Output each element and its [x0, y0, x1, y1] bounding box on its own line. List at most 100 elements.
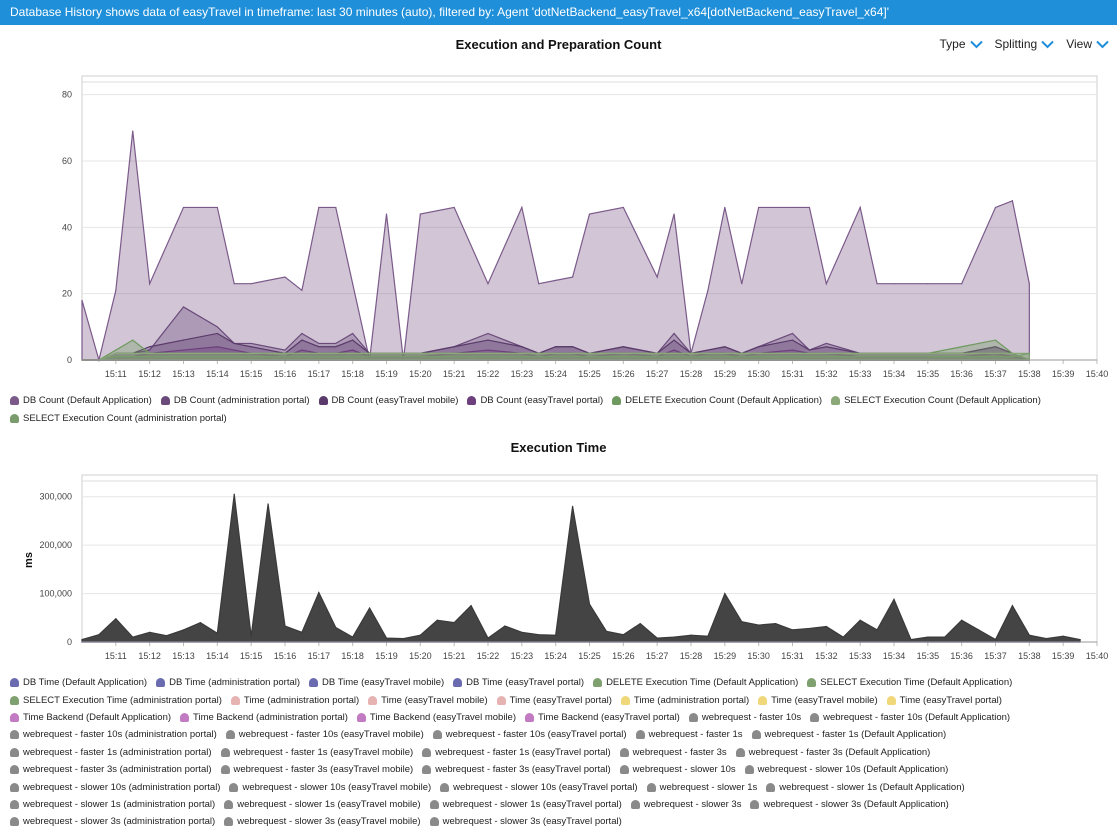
legend-item[interactable]: webrequest - slower 3s (Default Applicat…: [750, 799, 949, 810]
legend-item[interactable]: webrequest - slower 3s (easyTravel mobil…: [224, 816, 421, 827]
legend-item[interactable]: DELETE Execution Time (Default Applicati…: [593, 677, 798, 688]
legend-marker-icon: [440, 782, 450, 792]
x-tick-label: 15:36: [950, 369, 973, 379]
type-menu-button[interactable]: Type: [939, 37, 983, 51]
legend-item[interactable]: Time Backend (easyTravel mobile): [356, 712, 516, 723]
data-point: [318, 346, 320, 348]
legend-item[interactable]: webrequest - faster 10s (easyTravel mobi…: [225, 729, 424, 740]
data-point: [791, 206, 794, 209]
x-tick-label: 15:12: [138, 369, 161, 379]
legend-item[interactable]: webrequest - faster 3s (easyTravel porta…: [422, 764, 611, 775]
data-point: [656, 637, 658, 639]
data-point: [571, 346, 574, 348]
legend-item[interactable]: SELECT Execution Time (Default Applicati…: [807, 677, 1012, 688]
x-tick-label: 15:26: [612, 369, 635, 379]
legend-item[interactable]: webrequest - slower 10s (Default Applica…: [744, 764, 948, 775]
legend-item[interactable]: webrequest - faster 3s (administration p…: [10, 764, 212, 775]
data-point: [504, 625, 506, 627]
legend-item[interactable]: SELECT Execution Count (administration p…: [10, 413, 227, 424]
splitting-menu-button[interactable]: Splitting: [995, 37, 1055, 51]
legend-item[interactable]: SELECT Execution Count (Default Applicat…: [831, 395, 1041, 406]
data-point: [216, 326, 218, 328]
data-point: [825, 352, 827, 354]
legend-item[interactable]: Time (easyTravel mobile): [368, 695, 488, 706]
data-point: [741, 621, 743, 623]
legend-item[interactable]: webrequest - faster 1s (Default Applicat…: [751, 729, 946, 740]
legend-item[interactable]: SELECT Execution Time (administration po…: [10, 695, 222, 706]
legend-item[interactable]: DB Time (administration portal): [156, 677, 300, 688]
legend-item[interactable]: webrequest - slower 3s (easyTravel porta…: [429, 816, 622, 827]
data-point: [555, 352, 557, 354]
data-point: [165, 635, 168, 637]
legend-item[interactable]: DB Time (easyTravel mobile): [309, 677, 444, 688]
legend-item[interactable]: webrequest - faster 10s: [688, 712, 801, 723]
legend-item[interactable]: webrequest - faster 10s (administration …: [10, 729, 217, 740]
legend-item[interactable]: webrequest - faster 10s (Default Applica…: [810, 712, 1010, 723]
legend-item[interactable]: webrequest - slower 3s: [630, 799, 741, 810]
data-point: [724, 352, 726, 354]
legend-item[interactable]: DB Time (easyTravel portal): [453, 677, 584, 688]
x-tick-label: 15:28: [680, 369, 703, 379]
legend-item[interactable]: webrequest - slower 10s (easyTravel mobi…: [229, 782, 431, 793]
data-point: [707, 289, 709, 291]
legend-item[interactable]: DB Time (Default Application): [10, 677, 147, 688]
y-tick-label: 300,000: [39, 492, 72, 502]
legend-item[interactable]: Time (easyTravel portal): [886, 695, 1002, 706]
chart1-plot[interactable]: 0 20 40 60 80 15:11 15:12 15:13 15:14 15:15 15:16 1…: [0, 0, 1117, 390]
legend-item[interactable]: webrequest - faster 1s (administration p…: [10, 747, 212, 758]
x-tick-label: 15:19: [375, 651, 398, 661]
legend-item[interactable]: webrequest - faster 3s (easyTravel mobil…: [220, 764, 413, 775]
x-tick-label: 15:14: [206, 369, 229, 379]
header-text: Database History shows data of easyTrave…: [10, 5, 890, 19]
x-tick-label: 15:33: [849, 369, 872, 379]
legend-item[interactable]: webrequest - faster 1s: [635, 729, 743, 741]
legend-item[interactable]: webrequest - slower 10s (easyTravel port…: [440, 782, 638, 793]
legend-item[interactable]: Time (easyTravel mobile): [758, 695, 878, 706]
legend-item[interactable]: webrequest - faster 3s (Default Applicat…: [735, 746, 931, 758]
data-point: [115, 349, 117, 351]
data-point: [994, 352, 997, 354]
data-point: [555, 634, 557, 636]
legend-item[interactable]: webrequest - faster 1s (easyTravel porta…: [422, 747, 611, 758]
legend-marker-icon: [630, 799, 640, 809]
data-point: [453, 356, 455, 358]
legend-item[interactable]: webrequest - slower 3s (administration p…: [10, 816, 215, 827]
legend-item[interactable]: Time Backend (Default Application): [10, 712, 171, 723]
legend-marker-icon: [10, 678, 19, 688]
legend-item[interactable]: DELETE Execution Count (Default Applicat…: [612, 395, 822, 406]
data-point: [656, 276, 658, 278]
legend-item[interactable]: DB Count (easyTravel portal): [467, 395, 603, 406]
data-point: [216, 206, 218, 209]
legend-item[interactable]: webrequest - slower 1s (easyTravel porta…: [429, 799, 622, 810]
legend-marker-icon: [751, 730, 761, 740]
legend-item[interactable]: webrequest - slower 1s: [646, 782, 757, 793]
legend-label: webrequest - faster 1s: [648, 729, 743, 741]
legend-item[interactable]: Time (administration portal): [620, 695, 749, 706]
legend-label: SELECT Execution Time (administration po…: [23, 694, 222, 706]
legend-item[interactable]: DB Count (easyTravel mobile): [318, 395, 458, 406]
legend-item[interactable]: webrequest - faster 1s (easyTravel mobil…: [220, 747, 413, 758]
data-point: [250, 635, 252, 637]
view-menu-button[interactable]: View: [1066, 37, 1109, 51]
data-point: [115, 356, 117, 358]
legend-item[interactable]: webrequest - slower 10s (administration …: [10, 782, 220, 793]
data-point: [944, 636, 946, 638]
view-label: View: [1066, 37, 1092, 51]
legend-item[interactable]: Time Backend (administration portal): [180, 712, 348, 723]
legend-item[interactable]: Time (administration portal): [230, 695, 359, 706]
legend-label: webrequest - faster 3s (Default Applicat…: [748, 746, 931, 758]
data-point: [1011, 200, 1014, 202]
legend-item[interactable]: DB Count (administration portal): [160, 395, 310, 406]
legend-item[interactable]: webrequest - slower 1s (Default Applicat…: [766, 782, 965, 793]
legend-item[interactable]: webrequest - slower 1s (easyTravel mobil…: [224, 799, 421, 810]
legend-item[interactable]: webrequest - slower 10s: [619, 764, 736, 775]
legend-item[interactable]: DB Count (Default Application): [10, 395, 152, 406]
legend-item[interactable]: webrequest - faster 10s (easyTravel port…: [432, 729, 627, 740]
legend-item[interactable]: Time Backend (easyTravel portal): [525, 712, 680, 723]
data-point: [301, 339, 303, 341]
data-point: [419, 213, 421, 215]
legend-item[interactable]: Time (easyTravel portal): [496, 695, 612, 706]
legend-item[interactable]: webrequest - slower 1s (administration p…: [10, 799, 215, 810]
legend-item[interactable]: webrequest - faster 3s: [619, 747, 727, 758]
